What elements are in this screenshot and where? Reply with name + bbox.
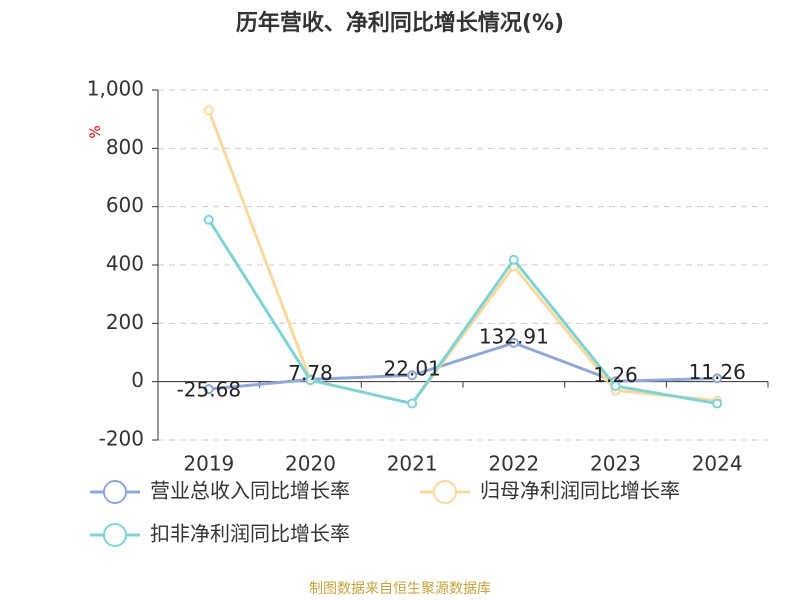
source-note: 制图数据来自恒生聚源数据库 <box>309 581 491 597</box>
y-tick-label: 600 <box>106 193 144 217</box>
series-line <box>207 109 718 406</box>
point <box>610 381 621 392</box>
legend-marker <box>433 480 457 504</box>
point <box>203 105 214 116</box>
y-tick-label: 200 <box>106 310 144 334</box>
point <box>305 375 316 386</box>
y-tick-label: 800 <box>106 135 144 159</box>
point <box>407 398 418 409</box>
point <box>203 214 214 225</box>
data-label: 132.91 <box>479 324 549 348</box>
point <box>508 337 519 348</box>
point <box>508 254 519 265</box>
legend-label: 归母净利润同比增长率 <box>480 479 680 503</box>
point <box>712 398 723 409</box>
data-label: 22.01 <box>384 357 441 381</box>
x-tick-label: 2020 <box>285 452 336 476</box>
data-label: -25.68 <box>177 378 241 402</box>
y-axis-label: % <box>88 125 104 138</box>
legend-label: 营业总收入同比增长率 <box>150 479 350 503</box>
legend-marker <box>103 523 127 547</box>
data-label: 1.26 <box>593 363 638 387</box>
x-tick-label: 2024 <box>692 452 743 476</box>
point <box>407 370 418 381</box>
x-tick-label: 2019 <box>183 452 234 476</box>
x-tick-label: 2021 <box>387 452 438 476</box>
y-tick-label: 400 <box>106 252 144 276</box>
y-tick-label: 0 <box>131 368 144 392</box>
data-label: 7.78 <box>288 361 333 385</box>
data-label: 11.26 <box>689 360 746 384</box>
series-line <box>208 341 718 391</box>
point <box>712 373 723 384</box>
point <box>203 384 214 395</box>
chart-title: 历年营收、净利同比增长情况(%) <box>236 10 564 36</box>
x-tick-label: 2023 <box>590 452 641 476</box>
legend-marker <box>103 480 127 504</box>
y-tick-label: 1,000 <box>87 77 144 101</box>
y-tick-label: -200 <box>99 427 144 451</box>
legend-label: 扣非净利润同比增长率 <box>150 522 350 546</box>
series-line <box>207 218 718 406</box>
x-tick-label: 2022 <box>488 452 539 476</box>
